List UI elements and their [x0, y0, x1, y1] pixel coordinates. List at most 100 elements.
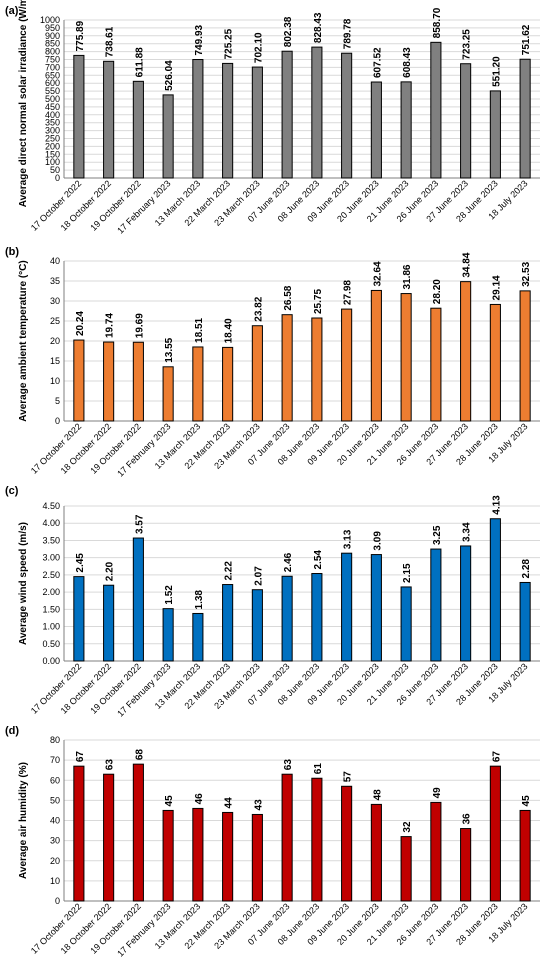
panel-4-data-label: 68 [134, 749, 145, 761]
panel-3-bar [370, 554, 382, 662]
panel-2-ytick-label: 15 [50, 356, 60, 366]
panel-4-ytick-label: 50 [50, 795, 60, 805]
panel-1-xtick-label: 17 February 2023 [115, 178, 172, 235]
panel-2-data-label: 28.20 [432, 279, 443, 304]
panel-1-ytick-label: 650 [45, 70, 60, 80]
panel-4-data-label: 63 [105, 759, 116, 771]
panel-3-data-label: 2.15 [402, 563, 413, 583]
panel-4-xtick-label: 17 February 2023 [115, 901, 172, 958]
panel-3-data-label: 3.34 [462, 522, 473, 542]
panel-2-data-label: 20.24 [75, 311, 86, 336]
panel-3-bar [103, 584, 115, 662]
panel-1-ytick-label: 800 [45, 47, 60, 57]
panel-4-data-label: 63 [283, 759, 294, 771]
panel-4-data-label: 32 [402, 821, 413, 833]
panel-4-bar [460, 828, 472, 902]
panel-1-bar [400, 81, 412, 179]
panel-4-ytick-label: 60 [50, 775, 60, 785]
panel-4-data-label: 44 [224, 797, 235, 809]
panel-1-ytick-label: 950 [45, 23, 60, 33]
panel-4-ytick-label: 80 [50, 735, 60, 745]
panel-4-ytick-label: 20 [50, 856, 60, 866]
panel-4-ytick-label: 10 [50, 876, 60, 886]
panel-1-ytick-label: 550 [45, 86, 60, 96]
panel-3-bar [400, 586, 412, 662]
panel-4-data-label: 36 [462, 813, 473, 825]
panel-3-data-label: 1.38 [194, 590, 205, 610]
panel-3-bar [281, 575, 293, 662]
panel-4-bar [400, 836, 412, 902]
panel-4-data-label: 45 [164, 795, 175, 807]
panel-3-ytick-label: 0.50 [42, 639, 60, 649]
panel-2-ytick-label: 0 [55, 416, 60, 426]
panel-3-ytick-label: 1.00 [42, 622, 60, 632]
panel-3-xtick-label: 17 October 2022 [29, 661, 83, 715]
panel-2-bar [519, 290, 531, 422]
panel-4-data-label: 57 [343, 771, 354, 783]
panel-1-bar [281, 50, 293, 179]
panel-2-data-label: 26.58 [283, 285, 294, 310]
panel-3-ytick-label: 4.50 [42, 501, 60, 511]
panel-3-data-label: 2.46 [283, 552, 294, 572]
panel-3-data-label: 2.20 [105, 561, 116, 581]
panel-2-data-label: 18.51 [194, 317, 205, 342]
panel-1-data-label: 611.88 [134, 47, 145, 77]
panel-4-ytick-label: 70 [50, 755, 60, 765]
panel-3-ytick-label: 1.50 [42, 604, 60, 614]
panel-2-bar [430, 307, 442, 422]
panel-3-ytick-label: 4.00 [42, 518, 60, 528]
panel-3-bar [341, 552, 353, 662]
panel-3-data-label: 3.13 [343, 529, 354, 549]
panel-1-ytick-label: 750 [45, 55, 60, 65]
panel-3-data-label: 1.52 [164, 585, 175, 605]
panel-2-ytick-label: 35 [50, 276, 60, 286]
panel-1-data-label: 738.61 [105, 26, 116, 57]
panel-3-ytick-label: 3.00 [42, 553, 60, 563]
panel-2-bar [400, 293, 412, 422]
panel-2-bar [73, 339, 85, 422]
panel-1-ytick-label: 900 [45, 31, 60, 41]
panel-3-data-label: 2.07 [253, 566, 264, 586]
panel-2-data-label: 32.53 [521, 261, 532, 286]
panel-1-data-label: 858.70 [432, 7, 443, 38]
panel-2-ytick-label: 30 [50, 296, 60, 306]
panel-2-bar [192, 346, 204, 422]
panel-3-bar [251, 589, 263, 662]
panel-3-ytick-label: 3.50 [42, 535, 60, 545]
panel-2-data-label: 13.55 [164, 337, 175, 362]
panel-1-xtick-label: 17 October 2022 [29, 178, 83, 232]
panel-1-bar [132, 80, 144, 179]
panel-4-bar [73, 765, 85, 902]
panel-1-data-label: 751.62 [521, 24, 532, 55]
panel-4-bar [132, 763, 144, 902]
panel-1-bar [489, 90, 501, 179]
panel-4-ytick-label: 30 [50, 836, 60, 846]
panel-1-ytick-label: 250 [45, 134, 60, 144]
panel-1-data-label: 749.93 [194, 24, 205, 55]
panel-1-ytick-label: 200 [45, 141, 60, 151]
panel-3-data-label: 2.28 [521, 559, 532, 579]
panel-3-bar [519, 581, 531, 662]
panel-1-data-label: 608.43 [402, 47, 413, 78]
panel-1-ytick-label: 850 [45, 39, 60, 49]
panel-2-data-label: 31.86 [402, 264, 413, 289]
panel-3-ytick-label: 0.00 [42, 656, 60, 666]
panel-4-bar [370, 803, 382, 902]
panel-1-bar [311, 46, 323, 179]
panel-3-xtick-label: 17 February 2023 [115, 661, 172, 718]
panel-2-data-label: 34.84 [462, 252, 473, 277]
panel-1-bar [222, 62, 234, 179]
panel-1-ytick-label: 100 [45, 157, 60, 167]
panel-1-y-axis-title: Average direct normal solar irradiance (… [18, 0, 29, 207]
panel-1-ytick-label: 450 [45, 102, 60, 112]
panel-2-ytick-label: 20 [50, 336, 60, 346]
panel-2-data-label: 25.75 [313, 289, 324, 314]
panel-3-data-label: 3.25 [432, 525, 443, 545]
panel-3-bar [73, 576, 85, 662]
panel-2-ytick-label: 5 [55, 396, 60, 406]
panel-1-data-label: 802.38 [283, 16, 294, 47]
panel-4-bar [162, 809, 174, 902]
panel-2-bar [251, 325, 263, 422]
panel-2-data-label: 23.82 [253, 296, 264, 321]
panel-2-bar [341, 308, 353, 422]
